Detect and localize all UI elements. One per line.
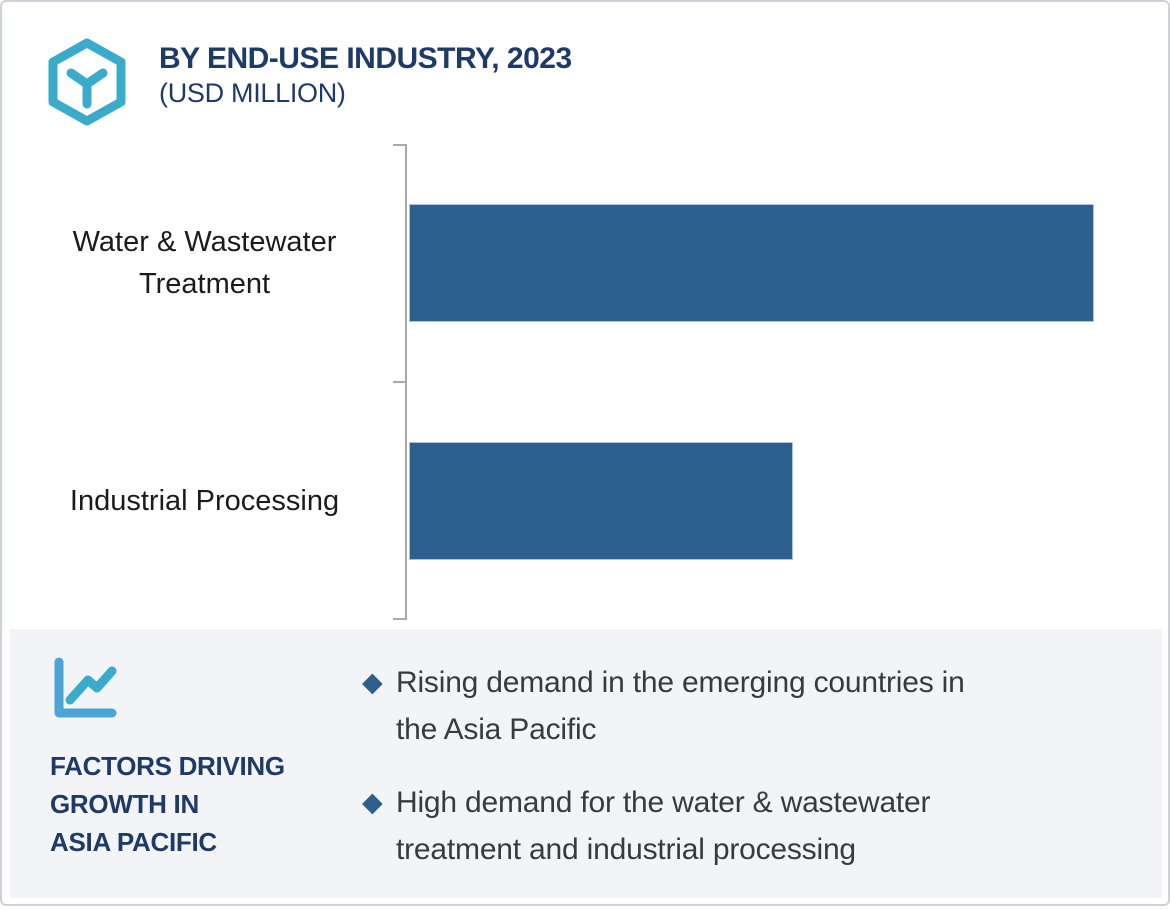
chart-title: BY END-USE INDUSTRY, 2023 [159, 42, 572, 75]
category-label: Industrial Processing [69, 485, 340, 517]
line-chart-icon [54, 657, 117, 718]
axis-tick [393, 618, 406, 620]
factor-item: ◆ Rising demand in the emerging countrie… [362, 659, 1142, 753]
chart-row: Water & Wastewater Treatment [2, 144, 1164, 382]
bar-chart: Water & Wastewater Treatment Industrial P… [2, 144, 1164, 620]
chart-subtitle: (USD MILLION) [159, 78, 346, 108]
bar [409, 442, 793, 560]
factor-text: High demand for the water & wastewater t… [396, 786, 931, 866]
chart-header: BY END-USE INDUSTRY, 2023 (USD MILLION) [47, 38, 572, 126]
axis-tick [393, 144, 406, 146]
factors-heading: FACTORS DRIVING GROWTH IN ASIA PACIFIC [50, 751, 285, 857]
hexagon-cube-icon [48, 38, 126, 126]
diamond-bullet-icon: ◆ [362, 667, 383, 697]
axis-tick [393, 381, 406, 383]
factors-panel: FACTORS DRIVING GROWTH IN ASIA PACIFIC ◆… [10, 629, 1162, 898]
factor-text: Rising demand in the emerging countries … [396, 666, 965, 746]
bar [409, 204, 1094, 322]
category-axis [393, 144, 407, 620]
chart-row: Industrial Processing [2, 382, 1164, 620]
chart-rows: Water & Wastewater Treatment Industrial P… [2, 144, 1164, 620]
diamond-bullet-icon: ◆ [362, 787, 383, 817]
category-label: Water & Wastewater Treatment [72, 226, 337, 300]
factor-item: ◆ High demand for the water & wastewater… [362, 779, 1142, 873]
chart-titles: BY END-USE INDUSTRY, 2023 (USD MILLION) [159, 38, 572, 126]
factors-list: ◆ Rising demand in the emerging countrie… [362, 659, 1142, 899]
